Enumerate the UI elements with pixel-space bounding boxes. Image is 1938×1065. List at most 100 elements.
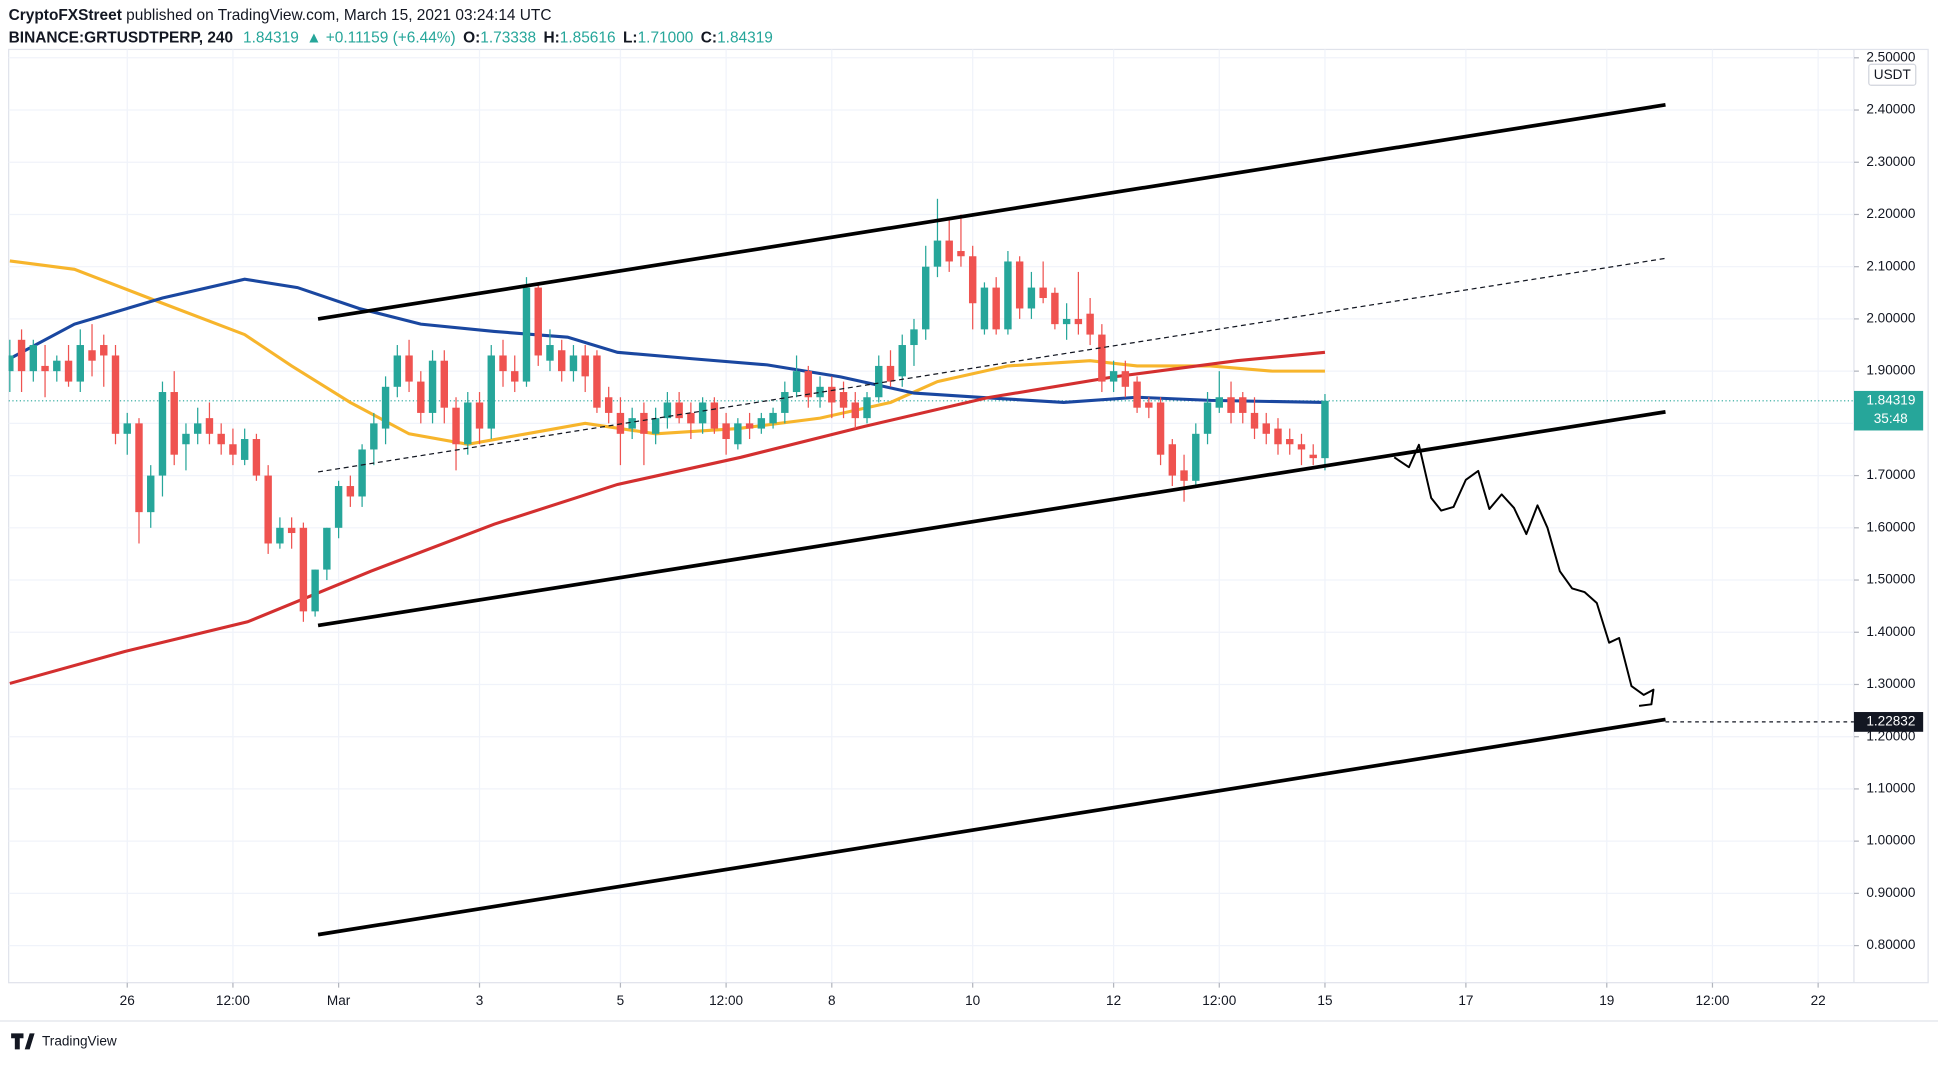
candle-body [616, 412, 625, 434]
price-unit: USDT [1874, 67, 1911, 82]
x-tick-label: 15 [1317, 993, 1332, 1008]
candle-body [1286, 439, 1294, 445]
candle-body [1074, 318, 1083, 325]
candle-body [863, 397, 871, 419]
candle-body [1215, 397, 1223, 408]
published: published on TradingView.com, March 15, … [122, 7, 552, 24]
candle-body [17, 339, 26, 372]
candle-body [1227, 397, 1235, 413]
ohlc-key: C: [701, 29, 717, 46]
ohlc-key: H: [543, 29, 559, 46]
candle-body [1004, 261, 1012, 330]
x-tick-label: 12:00 [1695, 993, 1729, 1008]
moving-average [9, 350, 1326, 685]
candle-body [135, 423, 143, 513]
y-tick-label: 1.30000 [1866, 676, 1916, 691]
candle-body [276, 527, 284, 544]
candle-body [1180, 470, 1188, 481]
y-tick-label: 2.20000 [1866, 206, 1916, 221]
candle-body [663, 402, 672, 419]
candle-body [358, 449, 366, 497]
y-tick-label: 2.30000 [1866, 154, 1916, 169]
candle-body [29, 345, 38, 372]
x-tick-label: 19 [1599, 993, 1614, 1008]
candle-body [933, 240, 942, 267]
candle-body [1015, 261, 1024, 309]
candle-body [334, 486, 343, 528]
ohlc-key: O: [463, 29, 480, 46]
y-tick-label: 1.40000 [1866, 624, 1916, 639]
candle-body [147, 475, 155, 513]
ohlc-value: 1.71000 [638, 29, 694, 46]
candle-body [1203, 402, 1212, 434]
candle-body [816, 386, 824, 398]
x-tick-label: Mar [327, 993, 351, 1008]
candle-body [182, 433, 190, 445]
candle-body [8, 355, 14, 372]
candle-body [558, 350, 566, 372]
candle-body [675, 402, 683, 419]
y-tick-label: 1.70000 [1866, 467, 1916, 482]
y-tick-label: 1.00000 [1866, 833, 1916, 848]
candle-body [393, 355, 402, 387]
y-tick-label: 1.50000 [1866, 572, 1916, 587]
y-tick-label: 1.10000 [1866, 781, 1916, 796]
candle-body [511, 371, 519, 382]
candle-body [264, 475, 272, 544]
brand: TradingView [42, 1034, 117, 1049]
candle-body [405, 355, 413, 382]
candle-body [1051, 292, 1059, 325]
candle-body [945, 240, 953, 262]
candle-body [980, 287, 989, 330]
countdown: 35:48 [1874, 411, 1908, 426]
candle-body [381, 386, 390, 429]
candle-body [370, 423, 378, 450]
candle-body [499, 355, 507, 372]
candle-body [757, 418, 766, 429]
candle-body [640, 412, 648, 434]
candle-body [452, 407, 460, 445]
candle-body [111, 355, 120, 434]
unit-box [1868, 63, 1917, 86]
x-tick-label: 5 [617, 993, 625, 1008]
y-tick-label: 1.90000 [1866, 363, 1916, 378]
candle-body [628, 418, 636, 429]
y-tick-label: 0.80000 [1866, 937, 1916, 952]
candle-body [53, 360, 61, 372]
candle-body [839, 392, 848, 408]
candle-body [593, 355, 601, 408]
ohlc-value: 1.85616 [560, 29, 616, 46]
candle-body [569, 355, 578, 372]
candle-body [781, 392, 789, 413]
last-price-tag [1853, 390, 1924, 431]
candle-body [346, 486, 355, 497]
target-tag-label: 1.22832 [1866, 714, 1915, 729]
candle-body [734, 423, 742, 445]
tradingview-logo: TradingView [11, 1033, 117, 1050]
candle-body [745, 423, 754, 429]
candle-body [41, 365, 49, 372]
candle-body [311, 569, 319, 612]
candle-body [604, 397, 613, 413]
candle-body [1109, 371, 1118, 382]
moving-average [9, 277, 1325, 405]
y-tick-label: 0.90000 [1866, 885, 1916, 900]
candle-body [1133, 381, 1141, 408]
trendline [317, 257, 1666, 473]
candle-body [475, 402, 484, 429]
candle-body [910, 329, 918, 346]
candle-body [898, 345, 906, 377]
candle-body [769, 412, 777, 424]
x-tick-label: 12:00 [1202, 993, 1236, 1008]
candle-body [886, 365, 895, 382]
candle-body [1274, 428, 1282, 445]
candle-body [687, 412, 695, 424]
target-tag [1853, 712, 1924, 732]
candle-body [851, 402, 859, 419]
candle-body [64, 360, 73, 382]
candle-body [1168, 444, 1177, 476]
x-tick-label: 3 [476, 993, 484, 1008]
trendline [317, 102, 1666, 321]
